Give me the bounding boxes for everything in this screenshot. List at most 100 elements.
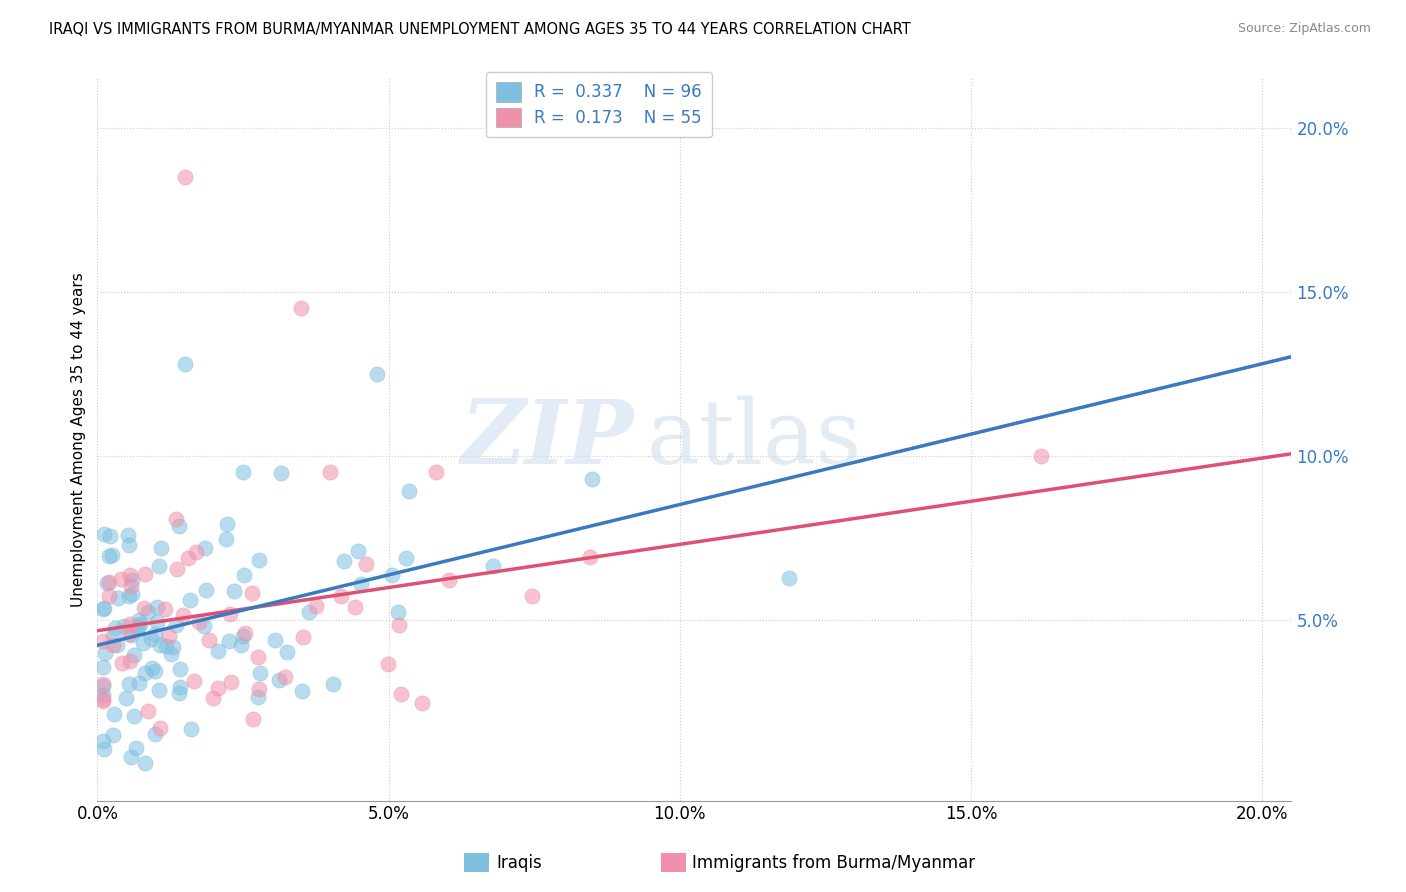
Point [125, 741, 148, 756]
Point [207, 681, 229, 696]
Point [233, 568, 256, 582]
Point [1029, 449, 1052, 463]
Point [91, 659, 114, 673]
Point [134, 601, 156, 615]
Point [233, 626, 256, 640]
Point [120, 616, 142, 631]
Point [214, 533, 236, 547]
Point [110, 572, 132, 586]
Point [134, 567, 156, 582]
Point [169, 662, 191, 676]
Point [91, 602, 114, 616]
Point [122, 709, 145, 723]
Point [148, 559, 170, 574]
Point [118, 626, 141, 640]
Point [439, 573, 461, 587]
Point [91, 677, 114, 691]
Point [290, 301, 312, 315]
Point [276, 644, 298, 658]
Point [177, 551, 200, 566]
Point [387, 605, 409, 619]
Point [128, 676, 150, 690]
Point [398, 483, 420, 498]
Point [125, 621, 148, 635]
Point [218, 634, 240, 648]
Point [219, 607, 242, 621]
Point [120, 628, 142, 642]
Point [246, 649, 269, 664]
Point [134, 756, 156, 770]
Point [193, 619, 215, 633]
Point [778, 571, 800, 585]
Point [298, 605, 321, 619]
Point [173, 357, 195, 371]
Point [91, 688, 114, 702]
Point [482, 558, 505, 573]
Point [107, 591, 129, 606]
Point [247, 553, 270, 567]
Point [118, 538, 141, 552]
Point [292, 630, 315, 644]
Point [120, 579, 142, 593]
Point [149, 541, 172, 555]
Point [395, 551, 418, 566]
Point [188, 615, 211, 629]
Point [98, 529, 121, 543]
Point [169, 681, 191, 695]
Text: Source: ZipAtlas.com: Source: ZipAtlas.com [1237, 22, 1371, 36]
Point [425, 465, 447, 479]
Point [128, 613, 150, 627]
Point [322, 677, 344, 691]
Point [232, 466, 254, 480]
Point [96, 575, 118, 590]
Text: ZIP: ZIP [461, 396, 634, 483]
Point [103, 707, 125, 722]
Point [179, 593, 201, 607]
Point [232, 629, 254, 643]
Point [291, 684, 314, 698]
Point [121, 587, 143, 601]
Point [117, 528, 139, 542]
Point [160, 648, 183, 662]
Point [194, 583, 217, 598]
Point [354, 558, 377, 572]
Point [93, 527, 115, 541]
Point [247, 682, 270, 697]
Point [242, 712, 264, 726]
Point [165, 512, 187, 526]
Point [122, 648, 145, 662]
Point [155, 601, 177, 615]
Point [167, 686, 190, 700]
Point [167, 518, 190, 533]
Point [98, 589, 121, 603]
Point [127, 618, 149, 632]
Point [143, 726, 166, 740]
Point [155, 640, 177, 654]
Text: IRAQI VS IMMIGRANTS FROM BURMA/MYANMAR UNEMPLOYMENT AMONG AGES 35 TO 44 YEARS CO: IRAQI VS IMMIGRANTS FROM BURMA/MYANMAR U… [49, 22, 911, 37]
Point [101, 548, 124, 562]
Point [411, 697, 433, 711]
Point [149, 721, 172, 735]
Point [101, 638, 124, 652]
Point [389, 687, 412, 701]
Point [329, 590, 352, 604]
Point [98, 549, 121, 563]
Point [267, 673, 290, 687]
Point [172, 607, 194, 622]
Point [240, 585, 263, 599]
Point [347, 544, 370, 558]
Text: Iraqis: Iraqis [496, 854, 543, 871]
Point [264, 632, 287, 647]
Point [91, 734, 114, 748]
Legend: R =  0.337    N = 96, R =  0.173    N = 55: R = 0.337 N = 96, R = 0.173 N = 55 [486, 72, 711, 137]
Point [120, 750, 142, 764]
Point [132, 636, 155, 650]
Point [520, 589, 543, 603]
Point [93, 601, 115, 615]
Point [319, 466, 342, 480]
Point [215, 516, 238, 531]
Point [207, 644, 229, 658]
Point [138, 606, 160, 620]
Point [128, 617, 150, 632]
Point [377, 657, 399, 672]
